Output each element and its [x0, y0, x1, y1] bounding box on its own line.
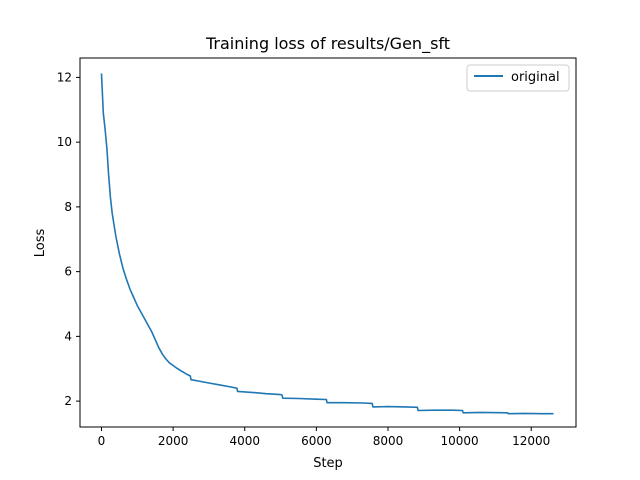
x-tick-label: 6000	[301, 434, 332, 448]
legend-box	[466, 64, 570, 92]
y-axis-label: Loss	[33, 229, 48, 258]
y-tick-label: 10	[57, 135, 72, 149]
y-tick-label: 4	[64, 329, 72, 343]
y-tick-label: 8	[64, 200, 72, 214]
x-tick-label: 2000	[158, 434, 189, 448]
series-line-original	[100, 73, 554, 415]
x-tick-label: 10000	[441, 434, 479, 448]
y-tick-label: 2	[64, 394, 72, 408]
y-axis: 2 4 6 8 10 12	[57, 70, 80, 408]
x-tick-label: 12000	[512, 434, 550, 448]
legend: original	[466, 64, 570, 92]
legend-label-original: original	[511, 70, 560, 85]
x-tick-label: 4000	[229, 434, 260, 448]
x-tick-label: 8000	[373, 434, 404, 448]
x-axis-label: Step	[313, 456, 343, 471]
x-axis: 0 2000 4000 6000 8000 10000 12000	[98, 427, 550, 448]
series-layer	[100, 73, 554, 415]
y-tick-label: 12	[57, 70, 72, 84]
chart-title: Training loss of results/Gen_sft	[205, 34, 450, 54]
x-tick-label: 0	[98, 434, 106, 448]
plot-frame	[79, 57, 577, 428]
y-tick-label: 6	[64, 265, 72, 279]
